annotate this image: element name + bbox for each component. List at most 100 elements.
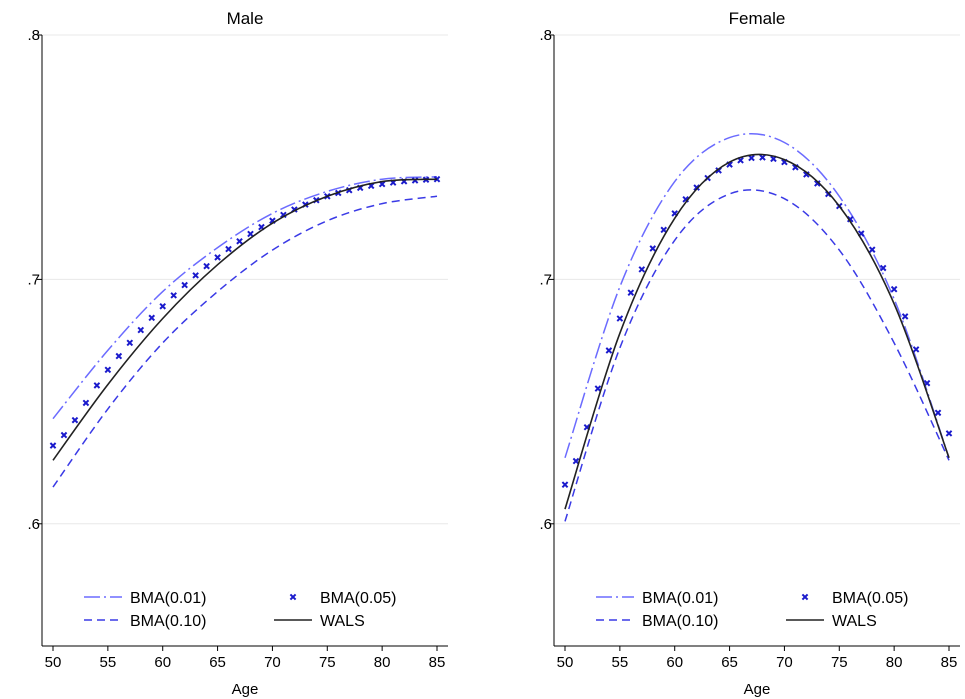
series-marker (748, 154, 755, 162)
series-marker (912, 346, 920, 353)
legend-marker (289, 593, 297, 601)
series-marker (923, 379, 931, 387)
series-bma-0-10- (564, 189, 950, 522)
legend-label: BMA(0.01) (130, 590, 206, 607)
series-marker (137, 326, 145, 334)
x-tick-label: 75 (319, 654, 336, 671)
x-tick-label: 50 (557, 654, 574, 671)
chart-title: Male (227, 9, 264, 28)
legend-label: BMA(0.05) (320, 590, 396, 607)
series-marker (71, 416, 79, 424)
series-bma-0-05- (49, 175, 441, 449)
series-line (564, 132, 950, 459)
series-marker (115, 352, 123, 360)
series-marker (214, 254, 221, 261)
legend-item: BMA(0.10) (596, 613, 718, 630)
legend: BMA(0.01) BMA(0.05) BMA(0.10) WALS (84, 590, 396, 630)
series-marker (192, 272, 199, 279)
series-marker (170, 292, 177, 299)
series-wals (564, 153, 950, 510)
series-marker (104, 366, 112, 374)
series-marker (638, 266, 646, 273)
legend-item: BMA(0.05) (289, 590, 396, 607)
x-tick-label: 55 (100, 654, 117, 671)
panel-female: Female .6 .7 .8 50 55 60 65 70 75 80 85 Age BMA(0.01)… (539, 9, 960, 698)
series-line (564, 153, 950, 510)
series-marker (126, 339, 134, 347)
x-tick-label: 75 (831, 654, 848, 671)
legend-label: BMA(0.05) (832, 590, 908, 607)
series-bma-0-05- (561, 154, 953, 489)
series-marker (868, 246, 876, 253)
series-marker (605, 347, 613, 354)
legend-marker (801, 593, 809, 601)
chart-title: Female (729, 9, 786, 28)
series-marker (93, 382, 101, 389)
series-marker (411, 177, 419, 184)
series-marker (759, 154, 766, 161)
series-line (52, 195, 438, 488)
legend-label: WALS (320, 613, 365, 630)
y-tick-label: .6 (27, 516, 40, 533)
series-marker (660, 226, 668, 234)
legend-item: WALS (786, 613, 877, 630)
series-marker (247, 230, 254, 238)
series-line (52, 178, 438, 461)
y-tick-label: .7 (539, 271, 552, 288)
x-tick-label: 85 (941, 654, 958, 671)
legend: BMA(0.01) BMA(0.05) BMA(0.10) WALS (596, 590, 908, 630)
series-marker (616, 315, 624, 322)
series-marker (594, 385, 602, 392)
series-marker (561, 481, 569, 489)
x-tick-label: 80 (374, 654, 391, 671)
legend-label: BMA(0.10) (130, 613, 206, 630)
series-marker (225, 245, 232, 253)
series-line (52, 176, 438, 420)
series-marker (901, 313, 909, 320)
legend-item: BMA(0.01) (596, 590, 718, 607)
series-marker (945, 430, 953, 437)
y-tick-label: .8 (27, 27, 40, 44)
series-wals (52, 178, 438, 461)
series-bma-0-01- (564, 132, 950, 459)
series-marker (236, 237, 243, 245)
x-tick-label: 85 (429, 654, 446, 671)
legend-label: WALS (832, 613, 877, 630)
x-axis-label: Age (232, 681, 259, 698)
series-marker (60, 431, 68, 439)
legend-item: BMA(0.10) (84, 613, 206, 630)
series-marker (934, 409, 942, 417)
series-marker (148, 314, 156, 322)
series-marker (649, 245, 657, 252)
legend-item: BMA(0.05) (801, 590, 908, 607)
series-marker (627, 289, 635, 296)
x-tick-label: 60 (154, 654, 171, 671)
y-tick-label: .6 (539, 516, 552, 533)
series-marker (879, 264, 887, 272)
series-marker (572, 457, 580, 465)
series-marker (181, 281, 188, 289)
legend-item: BMA(0.01) (84, 590, 206, 607)
x-tick-label: 65 (209, 654, 226, 671)
y-tick-label: .7 (27, 271, 40, 288)
x-tick-label: 70 (264, 654, 281, 671)
legend-label: BMA(0.01) (642, 590, 718, 607)
x-axis-label: Age (744, 681, 771, 698)
series-marker (49, 442, 57, 449)
x-tick-label: 80 (886, 654, 903, 671)
y-tick-label: .8 (539, 27, 552, 44)
series-bma-0-10- (52, 195, 438, 488)
series-marker (82, 399, 90, 407)
series-marker (433, 175, 441, 183)
series-marker (814, 180, 821, 187)
series-marker (693, 184, 700, 191)
x-tick-label: 55 (612, 654, 629, 671)
x-tick-label: 50 (45, 654, 62, 671)
series-bma-0-01- (52, 176, 438, 420)
x-tick-label: 65 (721, 654, 738, 671)
legend-label: BMA(0.10) (642, 613, 718, 630)
x-tick-label: 60 (666, 654, 683, 671)
series-line (564, 189, 950, 522)
